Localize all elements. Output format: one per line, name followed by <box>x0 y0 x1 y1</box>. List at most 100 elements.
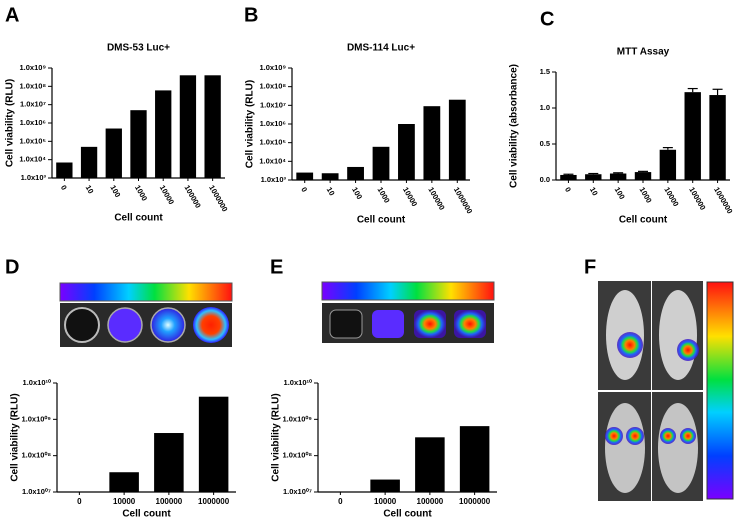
bar <box>347 166 364 180</box>
y-tick-label: 1.0x10⁰⁹ <box>21 414 51 423</box>
bar <box>105 128 122 178</box>
panel-label: A <box>5 4 19 26</box>
x-tick-label: 100 <box>108 183 122 198</box>
panel-label: C <box>540 8 554 30</box>
bar <box>684 92 701 180</box>
y-axis-label: Cell viability (RLU) <box>271 393 282 481</box>
bar <box>155 90 172 178</box>
x-tick-label: 10000 <box>374 497 397 506</box>
x-tick-label: 0 <box>563 185 573 193</box>
y-tick-label: 1.0x10³ <box>261 175 287 184</box>
bar <box>321 173 339 180</box>
y-tick-label: 1.0x10⁹ <box>260 63 287 72</box>
x-axis-label: Cell count <box>619 215 668 226</box>
y-tick-label: 1.0 <box>540 103 550 112</box>
y-tick-label: 1.0x10⁷ <box>20 100 46 109</box>
y-axis-label: Cell viability (RLU) <box>10 393 21 481</box>
bar <box>179 75 197 178</box>
y-tick-label: 1.0x10⁵ <box>20 136 47 145</box>
y-tick-label: 1.0x10⁶ <box>260 119 286 128</box>
well-image-d <box>59 282 233 347</box>
panel-label: F <box>584 256 596 278</box>
x-axis-label: Cell count <box>114 213 163 224</box>
panel-label: B <box>244 4 258 26</box>
x-tick-label: 10000 <box>158 183 176 206</box>
x-axis-label: Cell count <box>357 215 406 226</box>
x-tick-label: 100000 <box>426 185 446 211</box>
x-tick-label: 1000000 <box>207 183 229 213</box>
y-tick-label: 0.5 <box>540 139 550 148</box>
y-tick-label: 1.0x10⁰⁷ <box>22 487 51 496</box>
bar <box>398 124 415 180</box>
y-tick-label: 1.0x10¹⁰ <box>284 378 313 387</box>
y-tick-label: 1.0x10⁴ <box>259 156 286 165</box>
y-tick-label: 1.0x10¹⁰ <box>23 378 52 387</box>
panel-label: D <box>5 256 19 278</box>
x-tick-label: 0 <box>77 497 82 506</box>
bar <box>130 110 147 178</box>
y-axis-label: Cell viability (RLU) <box>5 79 16 167</box>
x-tick-label: 100 <box>613 185 627 200</box>
x-tick-label: 1000000 <box>198 497 230 506</box>
y-tick-label: 1.0x10⁸ <box>20 81 47 90</box>
y-axis-label: Cell viability (RLU) <box>245 80 256 168</box>
mouse-images <box>598 281 734 501</box>
x-tick-label: 0 <box>59 183 69 191</box>
x-tick-label: 0 <box>338 497 343 506</box>
x-tick-label: 10000 <box>113 497 136 506</box>
bar <box>296 172 314 180</box>
x-axis-label: Cell count <box>122 509 171 520</box>
panel-label: E <box>270 256 283 278</box>
well-image-e <box>321 281 495 343</box>
y-tick-label: 1.0x10⁵ <box>260 138 287 147</box>
bar <box>459 426 490 492</box>
y-tick-label: 0.0 <box>540 175 550 184</box>
chart-title: DMS-114 Luc+ <box>347 43 415 54</box>
x-tick-label: 100 <box>350 185 364 200</box>
x-tick-label: 100000 <box>687 185 707 211</box>
x-tick-label: 1000000 <box>452 185 474 215</box>
chart-title: MTT Assay <box>617 47 670 58</box>
y-tick-label: 1.0x10⁶ <box>20 118 46 127</box>
bar <box>154 433 184 492</box>
bar <box>415 437 445 492</box>
x-tick-label: 10 <box>84 183 96 195</box>
y-tick-label: 1.0x10⁰⁸ <box>22 451 52 460</box>
x-tick-label: 100000 <box>417 497 444 506</box>
x-tick-label: 1000 <box>133 183 149 202</box>
y-tick-label: 1.0x10⁴ <box>19 155 46 164</box>
x-axis-label: Cell count <box>383 509 432 520</box>
y-tick-label: 1.0x10⁹ <box>20 63 47 72</box>
y-tick-label: 1.0x10⁰⁹ <box>282 414 312 423</box>
y-tick-label: 1.0x10⁰⁷ <box>283 487 312 496</box>
x-tick-label: 0 <box>299 185 309 193</box>
bar <box>370 479 400 492</box>
x-tick-label: 1000000 <box>712 185 734 215</box>
y-tick-label: 1.0x10³ <box>21 173 47 182</box>
bar <box>109 472 139 492</box>
y-tick-label: 1.0x10⁷ <box>260 100 286 109</box>
bar <box>204 75 221 178</box>
x-tick-label: 1000000 <box>459 497 491 506</box>
x-tick-label: 10000 <box>662 185 680 208</box>
bar <box>56 162 73 178</box>
x-tick-label: 10 <box>588 185 600 197</box>
bar <box>609 173 627 180</box>
bar <box>585 174 602 180</box>
bar <box>709 95 726 180</box>
x-tick-label: 10000 <box>401 185 419 208</box>
bar <box>372 146 390 180</box>
bar <box>448 99 466 180</box>
bar <box>423 106 441 180</box>
x-tick-label: 100000 <box>156 497 183 506</box>
x-tick-label: 10 <box>325 185 337 197</box>
bar <box>634 172 652 180</box>
chart-title: DMS-53 Luc+ <box>107 43 170 54</box>
bar <box>659 149 677 180</box>
y-tick-label: 1.0x10⁸ <box>260 82 287 91</box>
x-tick-label: 1000 <box>376 185 392 204</box>
bar <box>80 146 98 178</box>
x-tick-label: 100000 <box>182 183 202 209</box>
